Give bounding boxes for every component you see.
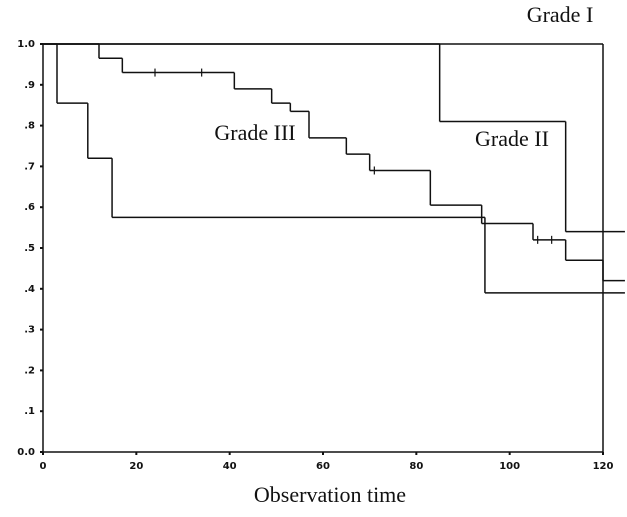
x-tick-label: 40	[223, 461, 237, 472]
x-tick-label: 100	[499, 461, 520, 472]
y-tick-label: .7	[24, 161, 35, 172]
y-tick-label: .9	[24, 80, 35, 91]
x-tick-label: 120	[593, 461, 614, 472]
x-tick-label: 20	[129, 461, 143, 472]
y-tick-label: 0.0	[17, 447, 35, 458]
y-tick-label: .3	[24, 325, 35, 336]
series-label: Grade II	[475, 126, 549, 151]
y-tick-label: .8	[24, 121, 35, 132]
x-axis-label: Observation time	[254, 482, 406, 507]
x-tick-label: 0	[40, 461, 47, 472]
y-tick-label: .6	[24, 202, 35, 213]
y-tick-label: .4	[24, 284, 35, 295]
y-tick-label: .5	[24, 243, 35, 254]
y-tick-label: 1.0	[17, 39, 35, 50]
x-tick-label: 80	[409, 461, 423, 472]
y-tick-label: .2	[24, 365, 35, 376]
series-label: Grade III	[214, 120, 295, 145]
x-tick-label: 60	[316, 461, 330, 472]
series-label: Grade I	[527, 2, 594, 27]
y-tick-label: .1	[24, 406, 35, 417]
